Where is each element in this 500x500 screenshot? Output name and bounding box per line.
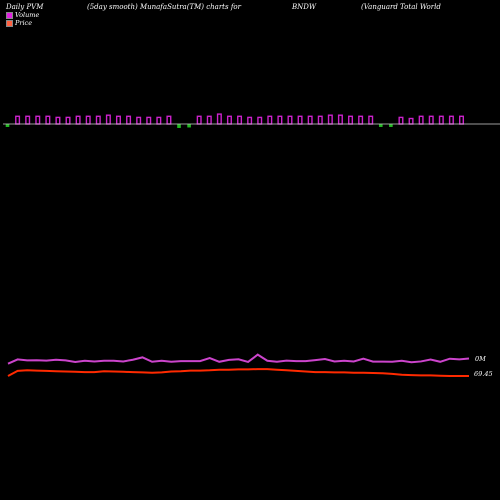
volume-bar [327,114,333,125]
volume-bar [55,116,61,125]
volume-bar [317,115,323,125]
company-label: (Vanguard Total World [361,3,441,11]
volume-bar [448,115,454,125]
volume-bar [216,113,222,125]
volume-bar [187,124,191,128]
volume-bar [389,124,393,127]
volume-bar [177,124,181,128]
volume-bar [65,116,71,125]
price-tick-label: 69.45 [474,370,493,378]
volume-bar [358,115,364,125]
volume-smooth-line [7,353,470,365]
price-line [7,368,469,377]
volume-bar [337,114,343,125]
legend-volume: Volume [6,11,39,19]
volume-bar [408,117,414,125]
volume-bar [196,115,202,125]
volume-bar [287,115,293,125]
volume-bar [75,115,81,125]
chart-title: Daily PVM [6,3,44,11]
volume-bar [267,115,273,125]
volume-bar [297,115,303,125]
volume-bar [95,115,101,125]
legend-volume-swatch [6,11,13,19]
chart-subtitle: (5day smooth) MunafaSutra(TM) charts for [87,3,241,11]
volume-bar [307,115,313,125]
volume-bar [459,115,465,125]
legend-price-swatch [6,19,13,27]
volume-bar [398,116,404,125]
legend: Volume Price [6,11,39,27]
volume-bar [35,115,41,125]
volume-bar [237,115,243,125]
volume-bar [156,116,162,125]
volume-bar [15,115,21,125]
symbol-label: BNDW [292,3,317,11]
volume-bar [226,115,232,125]
volume-bars [5,113,465,128]
volume-bar [166,115,172,125]
volume-bar [5,124,10,127]
volume-bar [25,115,31,125]
volume-bar [247,116,253,125]
volume-bar [428,115,434,125]
volume-bar [348,115,354,125]
volume-bar [105,114,111,125]
volume-bar [85,115,91,125]
volume-bar [257,116,263,125]
legend-price-label: Price [15,19,33,27]
volume-bar [438,115,444,125]
volume-bar [277,115,283,125]
legend-volume-label: Volume [15,11,40,19]
volume-bar [126,115,132,125]
volume-bar [378,124,383,127]
legend-price: Price [6,19,39,27]
volume-bar [146,116,152,125]
volume-bar [206,115,212,125]
volume-tick-label: 0M [475,355,486,363]
volume-bar [136,116,142,125]
volume-bar [45,115,51,125]
volume-bar [368,115,374,125]
volume-bar [418,115,424,125]
volume-bar [115,115,121,125]
